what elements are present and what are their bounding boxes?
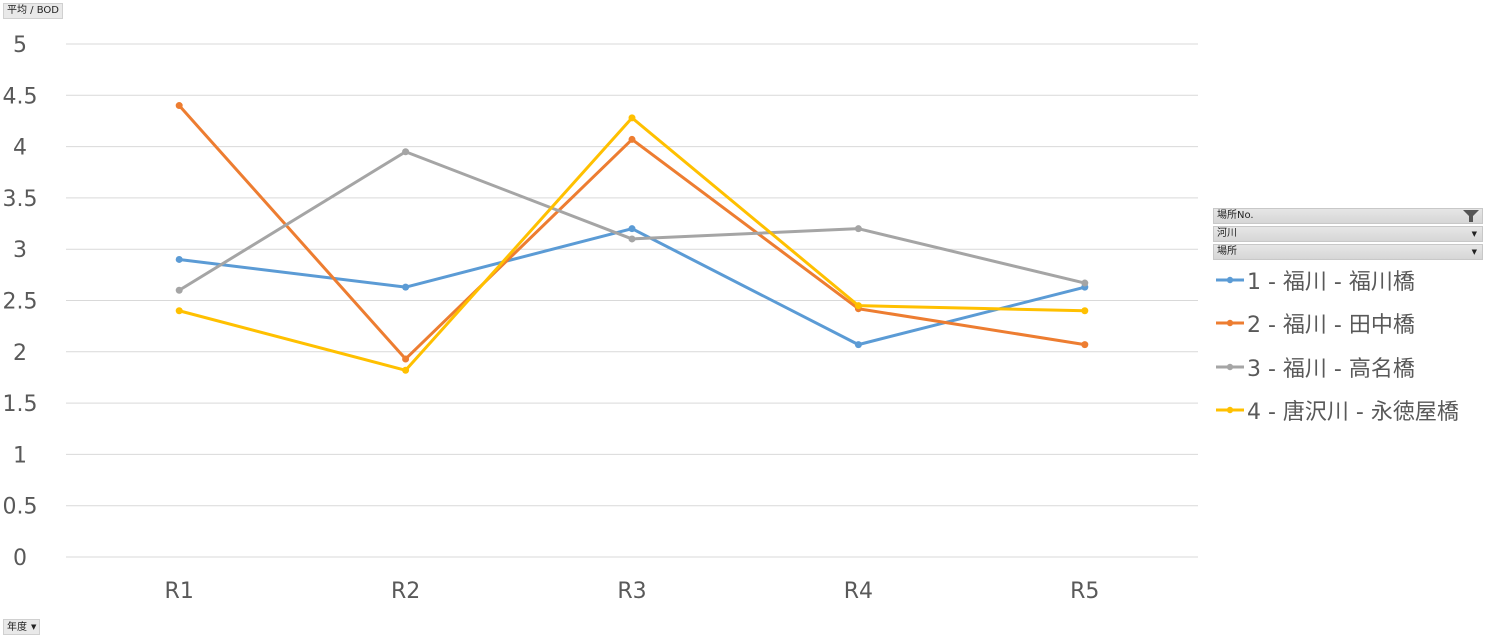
y-tick-label: 2.5 [3, 290, 38, 315]
data-point [628, 225, 636, 233]
legend-item[interactable]: 3 - 福川 - 高名橋 [1216, 345, 1459, 389]
data-point [628, 235, 636, 243]
series-line [177, 116, 1087, 372]
legend-field-label: 河川 [1217, 228, 1237, 239]
data-point [628, 114, 636, 122]
data-point [628, 135, 636, 143]
chart-legend: 1 - 福川 - 福川橋 2 - 福川 - 田中橋 3 - 福川 - 高名橋 4… [1216, 258, 1459, 432]
legend-item[interactable]: 1 - 福川 - 福川橋 [1216, 258, 1459, 302]
legend-field-label: 場所 [1217, 246, 1237, 257]
legend-item[interactable]: 2 - 福川 - 田中橋 [1216, 302, 1459, 346]
series-line [177, 227, 1087, 347]
data-point [175, 255, 183, 263]
value-field-label: 平均 / BOD [7, 5, 59, 16]
y-tick-label: 4 [13, 136, 27, 161]
x-tick-label: R5 [1070, 579, 1099, 604]
data-point [402, 148, 410, 156]
legend-field-river[interactable]: 河川 ▼ [1213, 226, 1483, 242]
data-point [402, 355, 410, 363]
y-tick-label: 3 [13, 238, 27, 263]
year-field-button[interactable]: 年度 ▼ [3, 619, 41, 635]
legend-item-label: 1 - 福川 - 福川橋 [1247, 269, 1415, 295]
data-point [854, 341, 862, 349]
x-tick-label: R1 [165, 579, 194, 604]
data-point [1081, 341, 1089, 349]
value-field-button[interactable]: 平均 / BOD [3, 3, 63, 19]
y-tick-label: 2 [13, 341, 27, 366]
y-tick-label: 0.5 [3, 495, 38, 520]
x-tick-label: R2 [391, 579, 420, 604]
dropdown-caret-icon: ▼ [1471, 230, 1477, 238]
data-point [854, 302, 862, 310]
legend-line-marker-icon [1216, 320, 1244, 327]
y-tick-label: 3.5 [3, 187, 38, 212]
y-tick-label: 1.5 [3, 392, 38, 417]
legend-field-label: 場所No. [1217, 210, 1254, 221]
data-point [1081, 279, 1089, 287]
dropdown-caret-icon: ▼ [1471, 248, 1477, 256]
legend-line-marker-icon [1216, 363, 1244, 370]
y-tick-label: 1 [13, 443, 27, 468]
filter-icon [1462, 209, 1480, 228]
data-point [402, 283, 410, 291]
x-tick-label: R3 [617, 579, 646, 604]
data-point [1081, 307, 1089, 315]
year-field-label: 年度 [7, 622, 27, 633]
data-point [175, 307, 183, 315]
legend-item-label: 4 - 唐沢川 - 永徳屋橋 [1247, 400, 1459, 426]
y-tick-label: 5 [13, 33, 27, 58]
legend-field-location[interactable]: 場所 ▼ [1213, 244, 1483, 260]
y-tick-label: 0 [13, 546, 27, 571]
legend-field-location-no[interactable]: 場所No. [1213, 208, 1483, 224]
y-tick-label: 4.5 [3, 84, 38, 109]
data-point [175, 102, 183, 110]
legend-line-marker-icon [1216, 407, 1244, 414]
legend-item[interactable]: 4 - 唐沢川 - 永徳屋橋 [1216, 389, 1459, 433]
data-point [402, 366, 410, 374]
data-point [854, 225, 862, 233]
dropdown-caret-icon: ▼ [31, 623, 37, 631]
legend-line-marker-icon [1216, 276, 1244, 283]
series-line [177, 150, 1087, 292]
data-point [175, 286, 183, 294]
legend-item-label: 2 - 福川 - 田中橋 [1247, 313, 1415, 339]
legend-item-label: 3 - 福川 - 高名橋 [1247, 356, 1415, 382]
x-tick-label: R4 [844, 579, 873, 604]
